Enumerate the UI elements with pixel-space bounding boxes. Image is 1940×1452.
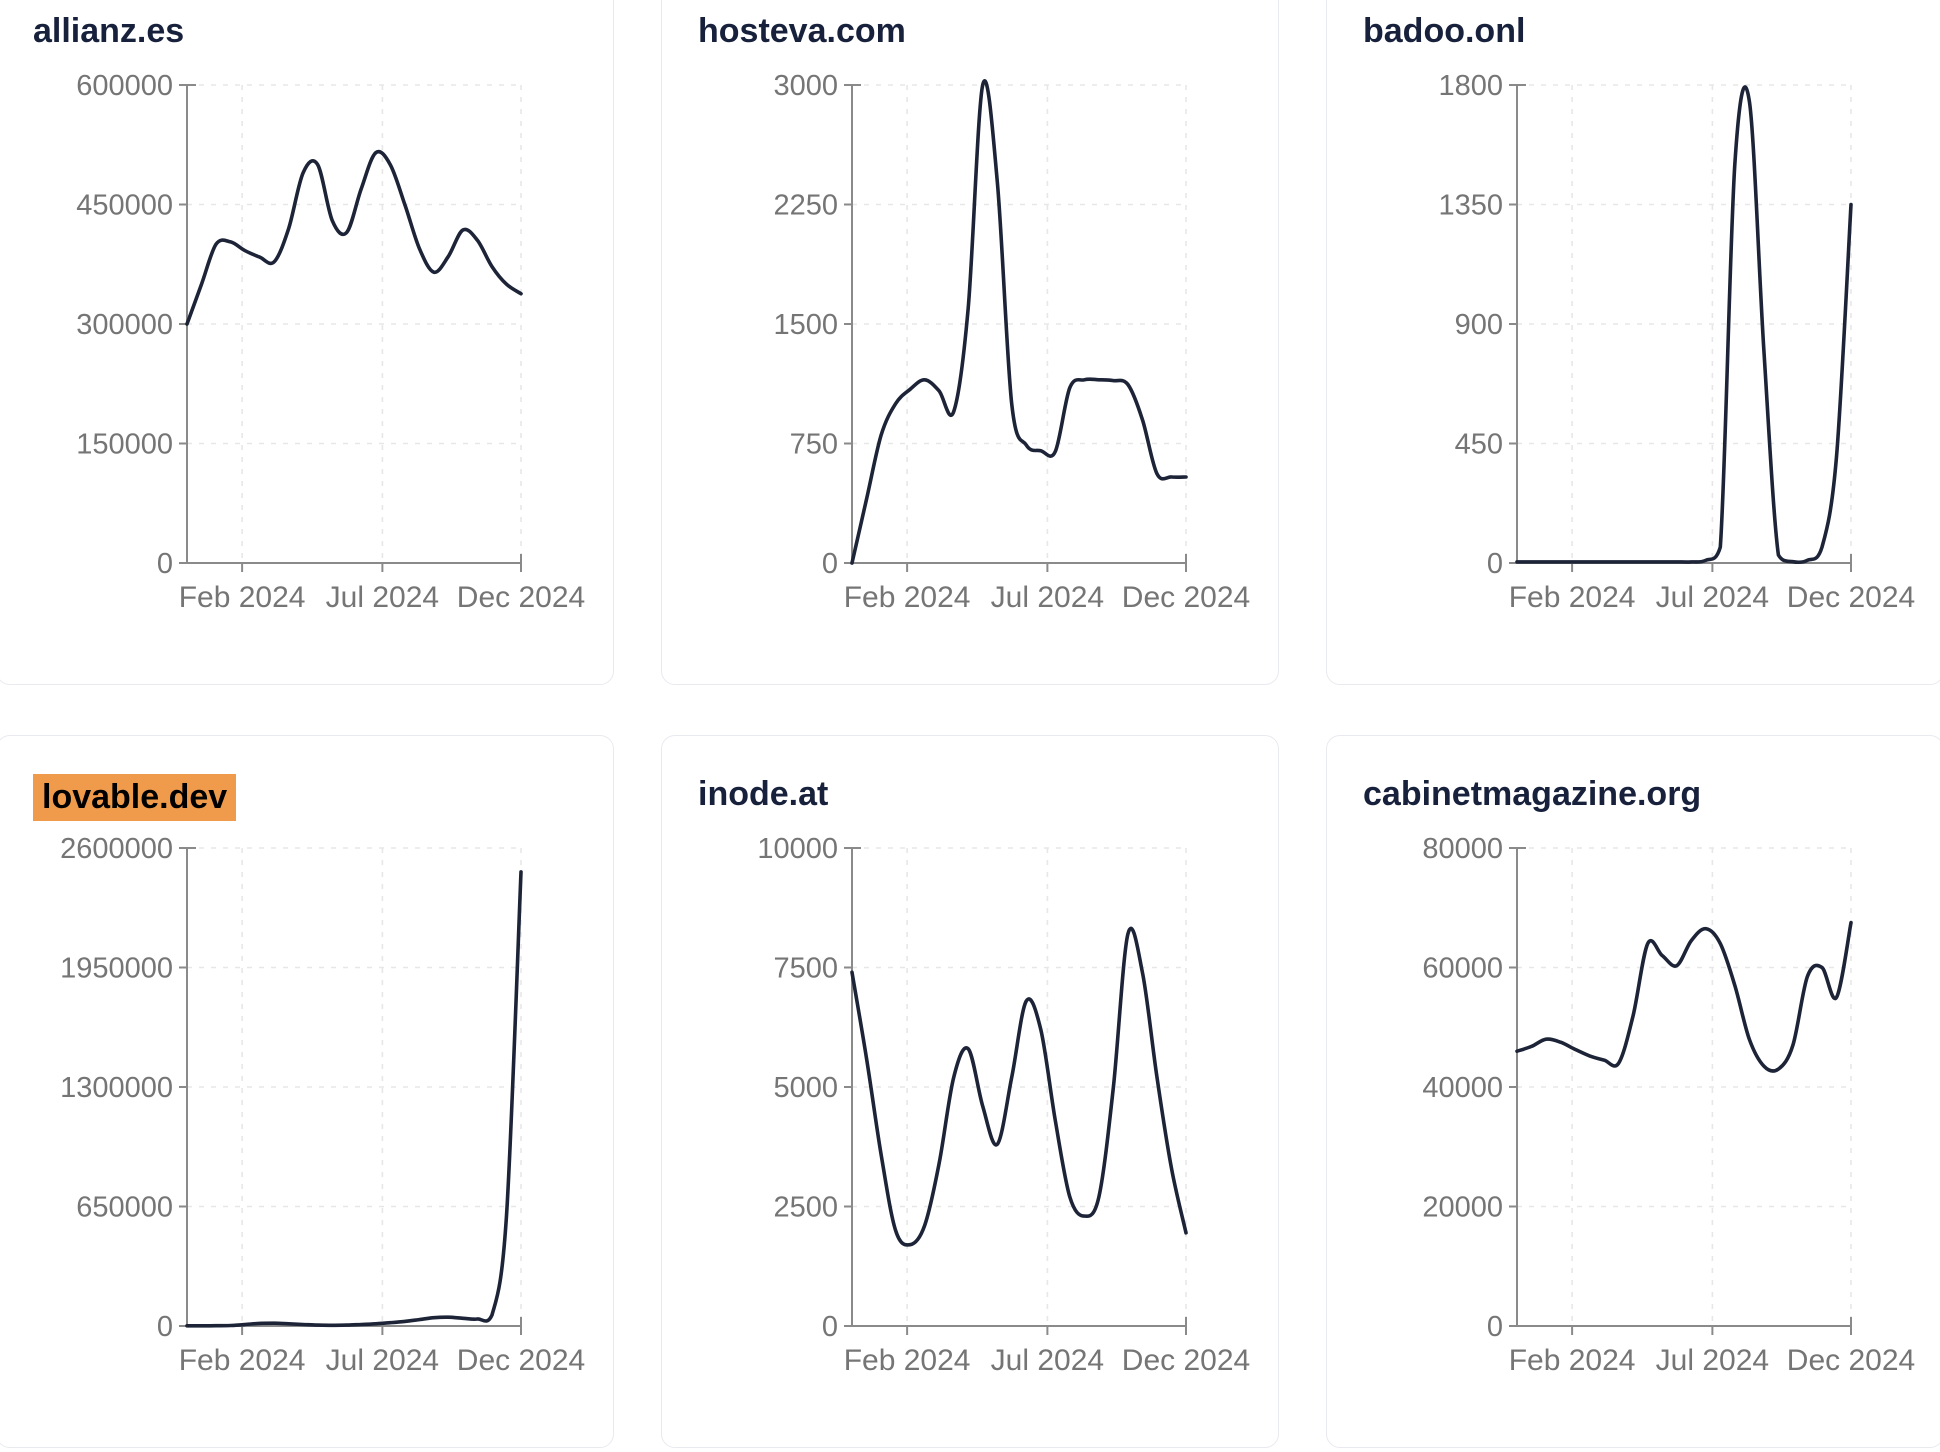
domain-card-badoo[interactable]: badoo.onl 0 450 900 1350 1800 Feb 2024 Jul 202… — [1326, 0, 1940, 685]
x-tick-label: Feb 2024 — [844, 581, 971, 614]
x-tick-label: Dec 2024 — [1787, 581, 1915, 614]
y-tick-label: 450000 — [76, 190, 173, 222]
x-tick-label: Jul 2024 — [326, 581, 439, 614]
x-tick-label: Dec 2024 — [457, 1344, 585, 1377]
y-tick-label: 600000 — [76, 70, 173, 102]
card-title: inode.at — [698, 774, 1278, 815]
y-tick-label: 7500 — [773, 953, 838, 985]
y-tick-label: 2250 — [773, 190, 838, 222]
traffic-line-chart: 0 750 1500 2250 3000 Feb 2024 Jul 2024 Dec 2024 — [773, 70, 1250, 614]
domain-name: allianz.es — [33, 12, 185, 50]
card-title: badoo.onl — [1363, 11, 1940, 52]
y-tick-label: 0 — [1487, 1311, 1503, 1343]
domain-card-inode[interactable]: inode.at 0 2500 5000 7500 10000 Feb 2024 Jul 2… — [661, 735, 1279, 1448]
y-tick-label: 40000 — [1422, 1072, 1503, 1104]
x-tick-label: Jul 2024 — [1656, 1344, 1769, 1377]
y-tick-label: 1300000 — [60, 1072, 173, 1104]
x-tick-label: Dec 2024 — [457, 581, 585, 614]
y-tick-label: 0 — [157, 548, 173, 580]
x-tick-label: Jul 2024 — [991, 581, 1104, 614]
y-tick-label: 0 — [1487, 548, 1503, 580]
y-tick-label: 5000 — [773, 1072, 838, 1104]
card-title: allianz.es — [33, 11, 613, 52]
domain-name: inode.at — [698, 775, 829, 813]
y-tick-label: 10000 — [757, 833, 838, 865]
traffic-line-chart: 0 2500 5000 7500 10000 Feb 2024 Jul 2024 Dec 20… — [757, 833, 1250, 1377]
y-tick-label: 650000 — [76, 1192, 173, 1224]
y-tick-label: 300000 — [76, 309, 173, 341]
domain-name: badoo.onl — [1363, 12, 1526, 50]
y-tick-label: 1950000 — [60, 953, 173, 985]
y-tick-label: 2500 — [773, 1192, 838, 1224]
domain-card-allianz[interactable]: allianz.es 0 150000 300000 450000 600000 Feb … — [0, 0, 614, 685]
domain-card-hosteva[interactable]: hosteva.com 0 750 1500 2250 3000 Feb 2024 Jul … — [661, 0, 1279, 685]
x-tick-label: Feb 2024 — [844, 1344, 971, 1377]
y-tick-label: 0 — [822, 1311, 838, 1343]
traffic-line-chart: 0 650000 1300000 1950000 2600000 Feb 2024 Jul … — [60, 833, 585, 1377]
y-tick-label: 20000 — [1422, 1192, 1503, 1224]
x-tick-label: Jul 2024 — [991, 1344, 1104, 1377]
domain-name: cabinetmagazine.org — [1363, 775, 1702, 813]
y-tick-label: 80000 — [1422, 833, 1503, 865]
x-tick-label: Dec 2024 — [1122, 581, 1250, 614]
y-tick-label: 1500 — [773, 309, 838, 341]
domain-name: hosteva.com — [698, 12, 906, 50]
y-tick-label: 3000 — [773, 70, 838, 102]
card-title: cabinetmagazine.org — [1363, 774, 1940, 815]
y-tick-label: 1800 — [1438, 70, 1503, 102]
traffic-line-chart: 0 20000 40000 60000 80000 Feb 2024 Jul 2024 Dec… — [1422, 833, 1915, 1377]
domain-card-lovable[interactable]: lovable.dev 0 650000 1300000 1950000 2600000… — [0, 735, 614, 1448]
x-tick-label: Feb 2024 — [179, 581, 306, 614]
y-tick-label: 750 — [790, 429, 838, 461]
y-tick-label: 60000 — [1422, 953, 1503, 985]
x-tick-label: Dec 2024 — [1787, 1344, 1915, 1377]
x-tick-label: Feb 2024 — [179, 1344, 306, 1377]
y-tick-label: 2600000 — [60, 833, 173, 865]
x-tick-label: Jul 2024 — [1656, 581, 1769, 614]
card-title: hosteva.com — [698, 11, 1278, 52]
traffic-line-chart: 0 450 900 1350 1800 Feb 2024 Jul 2024 Dec 2024 — [1438, 70, 1915, 614]
y-tick-label: 150000 — [76, 429, 173, 461]
x-tick-label: Jul 2024 — [326, 1344, 439, 1377]
x-tick-label: Feb 2024 — [1509, 1344, 1636, 1377]
y-tick-label: 900 — [1455, 309, 1503, 341]
x-tick-label: Dec 2024 — [1122, 1344, 1250, 1377]
y-tick-label: 450 — [1455, 429, 1503, 461]
x-tick-label: Feb 2024 — [1509, 581, 1636, 614]
domain-card-cabinetmagazine[interactable]: cabinetmagazine.org 0 20000 40000 60000 8000… — [1326, 735, 1940, 1448]
traffic-line-chart: 0 150000 300000 450000 600000 Feb 2024 Jul 202… — [76, 70, 585, 614]
y-tick-label: 0 — [157, 1311, 173, 1343]
y-tick-label: 1350 — [1438, 190, 1503, 222]
card-title: lovable.dev — [33, 774, 613, 821]
domain-name-highlighted: lovable.dev — [33, 774, 237, 821]
y-tick-label: 0 — [822, 548, 838, 580]
